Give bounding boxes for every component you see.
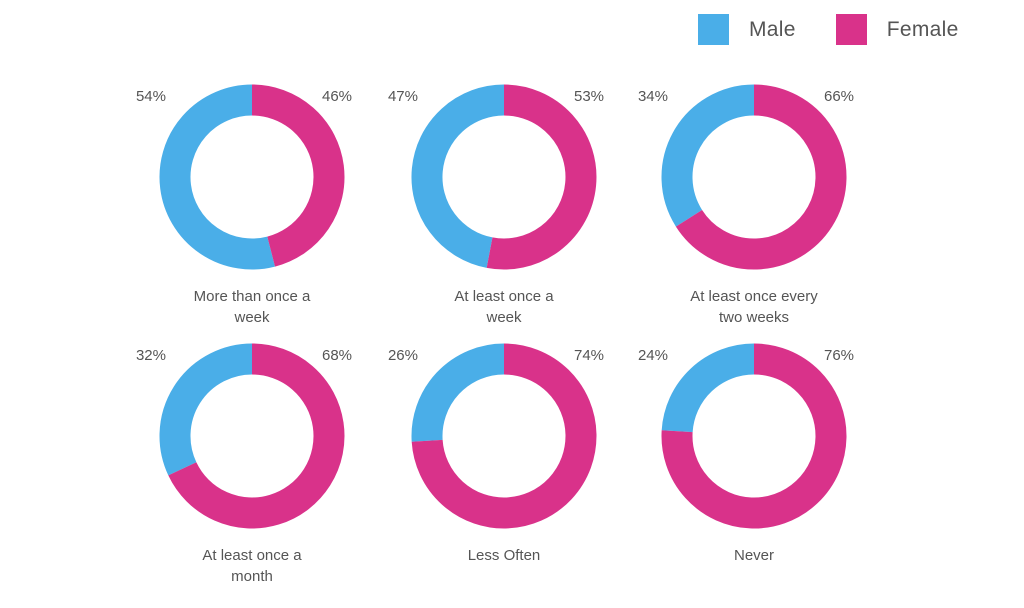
category-label: Less Often xyxy=(468,547,541,564)
donut-6: 24% 76% Never xyxy=(638,343,854,564)
category-label: At least once a week xyxy=(454,288,554,326)
female-percent-label: 66% xyxy=(824,88,854,105)
donut-2: 47% 53% At least once a week xyxy=(388,84,604,326)
male-slice xyxy=(411,84,505,268)
female-slice xyxy=(661,343,847,529)
female-percent-label: 68% xyxy=(322,347,352,364)
legend-swatch-female xyxy=(835,14,867,45)
female-slice xyxy=(411,343,597,529)
legend-label-female: Female xyxy=(886,17,959,41)
male-slice xyxy=(661,343,755,433)
category-label: At least once a month xyxy=(202,547,302,585)
legend-item-male: Male xyxy=(698,14,796,45)
female-slice xyxy=(486,84,597,270)
male-percent-label: 47% xyxy=(388,88,418,105)
female-percent-label: 76% xyxy=(824,347,854,364)
male-percent-label: 54% xyxy=(136,88,166,105)
male-percent-label: 26% xyxy=(388,347,418,364)
male-percent-label: 24% xyxy=(638,347,668,364)
male-slice xyxy=(661,84,755,227)
legend-swatch-male xyxy=(698,14,729,45)
donut-5: 26% 74% Less Often xyxy=(388,343,604,564)
male-slice xyxy=(159,84,275,270)
donut-4: 32% 68% At least once a month xyxy=(136,343,352,585)
donut-1: 54% 46% More than once a week xyxy=(136,84,352,326)
female-percent-label: 53% xyxy=(574,88,604,105)
legend-label-male: Male xyxy=(749,17,796,41)
female-slice xyxy=(168,343,345,529)
female-slice xyxy=(251,84,345,267)
category-label: More than once a week xyxy=(194,288,311,326)
category-label: At least once every two weeks xyxy=(690,288,818,326)
category-label: Never xyxy=(734,547,774,564)
male-percent-label: 34% xyxy=(638,88,668,105)
legend: Male Female xyxy=(698,14,959,45)
male-slice xyxy=(411,343,505,442)
legend-item-female: Female xyxy=(835,14,959,45)
female-percent-label: 46% xyxy=(322,88,352,105)
male-slice xyxy=(159,343,253,476)
female-slice xyxy=(675,84,847,270)
female-percent-label: 74% xyxy=(574,347,604,364)
male-percent-label: 32% xyxy=(136,347,166,364)
donut-3: 34% 66% At least once every two weeks xyxy=(638,84,854,326)
